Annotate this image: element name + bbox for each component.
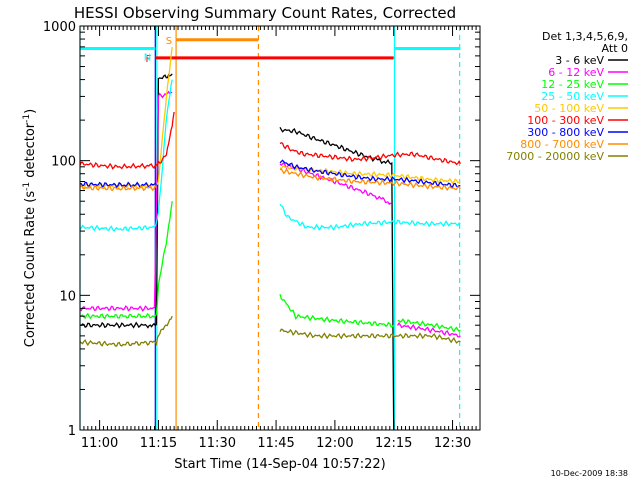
series-line-6-seg-0 (79, 181, 157, 189)
series-line-4-seg-1 (279, 165, 461, 185)
series-line-1-seg-2 (397, 321, 461, 338)
legend-label: 100 - 300 keV (527, 114, 604, 127)
chart-title: HESSI Observing Summary Count Rates, Cor… (74, 4, 456, 22)
series-line-0-seg-0 (79, 73, 173, 329)
y-tick-label: 1000 (43, 20, 76, 35)
x-tick-label: 11:30 (199, 436, 236, 451)
y-tick-label: 1 (68, 424, 76, 439)
flag-label-n: N (144, 53, 151, 64)
legend-label: 7000 - 20000 keV (506, 150, 604, 163)
flag-label-s: S (166, 36, 172, 47)
series-line-8-seg-0 (79, 315, 173, 347)
x-tick-label: 12:15 (375, 436, 412, 451)
flag-label-f: F (146, 54, 152, 65)
series-line-2-seg-1 (279, 294, 395, 328)
legend-label: 800 - 7000 keV (520, 138, 604, 151)
x-tick-label: 11:00 (81, 436, 118, 451)
legend-header-attenuator: Att 0 (602, 42, 628, 55)
axes: 1 10 100 1000 11:00 11:15 11:30 11:45 12:00 12:15… (43, 20, 481, 451)
series-line-7-seg-1 (279, 168, 461, 192)
legend-label: 25 - 50 keV (541, 90, 604, 103)
legend-label: 50 - 100 keV (534, 102, 604, 115)
legend-label: 12 - 25 keV (541, 78, 604, 91)
series-line-8-seg-1 (279, 328, 461, 344)
series-line-5-seg-0 (79, 111, 175, 170)
y-axis-label: Corrected Count Rate (s-1 detector-1) (22, 109, 38, 347)
x-tick-label: 12:00 (316, 436, 353, 451)
x-axis-label: Start Time (14-Sep-04 10:57:22) (174, 457, 385, 472)
x-tick-label: 11:45 (257, 436, 294, 451)
series-line-1-seg-0 (79, 90, 173, 312)
series-line-6-seg-1 (279, 159, 461, 188)
series-line-5-seg-1 (279, 142, 461, 166)
y-tick-label: 10 (59, 289, 76, 304)
series-line-2-seg-2 (397, 318, 461, 333)
legend-label: 3 - 6 keV (555, 54, 604, 67)
legend-label: 6 - 12 keV (548, 66, 604, 79)
x-tick-label: 11:15 (140, 436, 177, 451)
legend-header-detectors: Det 1,3,4,5,6,9, (542, 30, 628, 43)
series-line-3-seg-0 (79, 79, 173, 233)
series-line-3-seg-1 (279, 203, 461, 231)
x-tick-label: 12:30 (434, 436, 471, 451)
series-line-2-seg-0 (79, 201, 173, 320)
plot-area: F S N (79, 26, 461, 431)
generation-timestamp: 10-Dec-2009 18:38 (551, 469, 628, 478)
y-tick-label: 100 (51, 155, 76, 170)
series-line-7-seg-0 (79, 184, 157, 192)
legend-label: 300 - 800 keV (527, 126, 604, 139)
